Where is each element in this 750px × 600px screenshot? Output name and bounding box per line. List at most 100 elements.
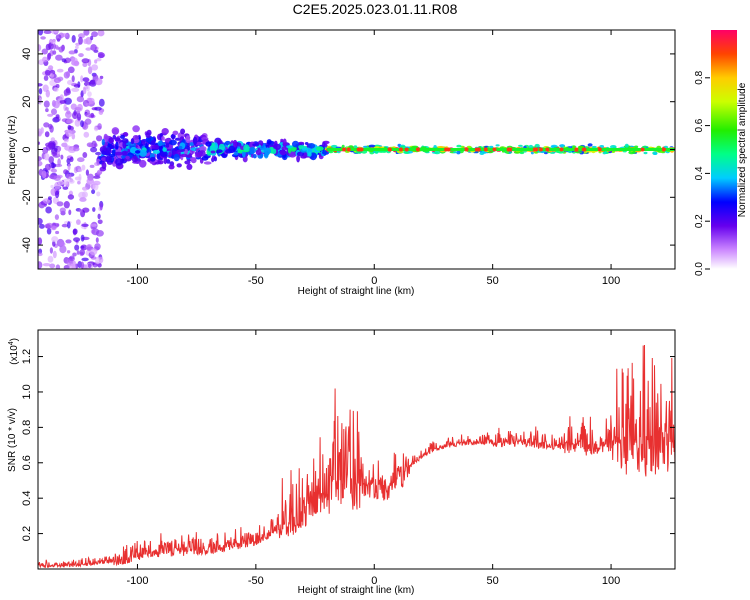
spectrogram-x-tick-label: 50 [487, 275, 499, 287]
spectrogram-cell [216, 149, 223, 154]
spectrogram-cell [150, 156, 156, 162]
colorbar-tick-label: 0.4 [694, 166, 705, 180]
spectrogram-cell [60, 33, 68, 38]
spectrogram-cell [43, 153, 50, 161]
spectrogram-cell [86, 244, 92, 252]
spectrogram-cell [82, 152, 88, 158]
spectrogram-cell [75, 45, 79, 50]
spectrogram-peak [532, 147, 537, 152]
spectrogram-cell [495, 144, 500, 147]
spectrogram-cell [51, 30, 55, 35]
snr-x-tick-label: 100 [602, 575, 620, 587]
spectrogram-cell [166, 159, 171, 164]
spectrogram-cell [205, 141, 212, 147]
spectrogram-cell [93, 180, 101, 186]
spectrogram-cell [353, 145, 358, 149]
spectrogram-cell [42, 56, 48, 63]
spectrogram-cell [68, 179, 75, 184]
spectrogram-cell [46, 53, 51, 61]
spectrogram-cell [38, 252, 43, 257]
spectrogram-cell [296, 155, 300, 163]
spectrogram-cell [189, 142, 194, 147]
spectrogram-cell [63, 169, 69, 175]
spectrogram-cell [78, 173, 82, 182]
spectrogram-cell [184, 160, 191, 165]
spectrogram-cell [85, 102, 91, 107]
spectrogram-cell [73, 237, 81, 243]
spectrogram-cell [47, 255, 54, 263]
spectrogram-cell [65, 239, 72, 244]
spectrogram-cell [38, 44, 42, 52]
snr-y-tick-label: 1.0 [21, 384, 33, 399]
spectrogram-cell [152, 149, 160, 154]
spectrogram-cell [81, 58, 90, 64]
spectrogram-cell [61, 58, 66, 63]
spectrogram-cell [575, 151, 583, 154]
spectrogram-cell [67, 194, 75, 200]
spectrogram-cell [80, 75, 84, 83]
spectrogram-cell [131, 155, 138, 163]
spectrogram-cell [255, 149, 262, 156]
spectrogram-cell [281, 146, 288, 151]
spectrogram-cell [81, 257, 89, 262]
spectrogram-cell [46, 228, 52, 235]
spectrogram-cell [50, 184, 54, 189]
spectrogram-cell [66, 158, 71, 164]
spectrogram-cell [599, 145, 605, 148]
spectrogram-cell [51, 108, 57, 115]
spectrogram-cell [218, 143, 225, 151]
spectrogram-cell [71, 35, 76, 43]
spectrogram-cell [53, 87, 59, 92]
spectrogram-cell [63, 201, 70, 209]
spectrogram-cell [52, 50, 57, 55]
spectrogram-cell [98, 30, 102, 36]
spectrogram-cell [308, 143, 316, 149]
spectrogram-cell [403, 151, 410, 154]
spectrogram-cell [57, 146, 62, 152]
spectrogram-cells [38, 30, 675, 269]
spectrogram-cell [55, 114, 60, 119]
spectrogram-cell [38, 201, 46, 209]
spectrogram-cell [653, 152, 658, 155]
snr-y-tick-label: 0.2 [21, 526, 33, 541]
spectrogram-peak [492, 147, 497, 152]
spectrogram-y-tick-label: -20 [21, 189, 33, 205]
spectrogram-peak [581, 147, 586, 152]
spectrogram-cell [162, 147, 167, 152]
spectrogram-cell [70, 103, 77, 110]
spectrogram-cell [108, 137, 114, 144]
spectrogram-cell [243, 144, 250, 152]
colorbar: 0.0 0.2 0.4 0.6 0.8 Normalized spectral ampl… [694, 30, 748, 276]
spectrogram-cell [624, 143, 629, 148]
spectrogram-cell [98, 109, 104, 115]
spectrogram-cell [54, 163, 63, 168]
spectrogram-cell [330, 144, 338, 149]
spectrogram-cell [50, 40, 56, 45]
spectrogram-cell [88, 143, 95, 148]
spectrogram-cell [82, 62, 88, 68]
spectrogram-cell [374, 150, 379, 154]
spectrogram-cell [105, 155, 112, 163]
spectrogram-cell [80, 120, 84, 128]
spectrogram-cell [76, 96, 85, 103]
spectrogram-cell [110, 145, 115, 150]
spectrogram-cell [95, 237, 99, 243]
spectrogram-cell [53, 100, 60, 109]
spectrogram-cell [89, 248, 98, 256]
spectrogram-peak [508, 147, 513, 152]
spectrogram-cell [98, 98, 105, 107]
chart-title: C2E5.2025.023.01.11.R08 [293, 1, 458, 17]
spectrogram-cell [42, 198, 51, 205]
spectrogram-cell [47, 113, 54, 117]
spectrogram-peak [538, 147, 543, 152]
spectrogram-cell [63, 138, 69, 143]
spectrogram-cell [53, 175, 61, 182]
spectrogram-cell [49, 125, 54, 133]
spectrogram-cell [38, 30, 44, 36]
spectrogram-cell [81, 164, 86, 171]
spectrogram-cell [249, 146, 256, 155]
spectrogram-peak [387, 147, 392, 152]
spectrogram-cell [96, 135, 103, 142]
spectrogram-cell [232, 139, 238, 148]
spectrogram-cell [252, 143, 260, 147]
